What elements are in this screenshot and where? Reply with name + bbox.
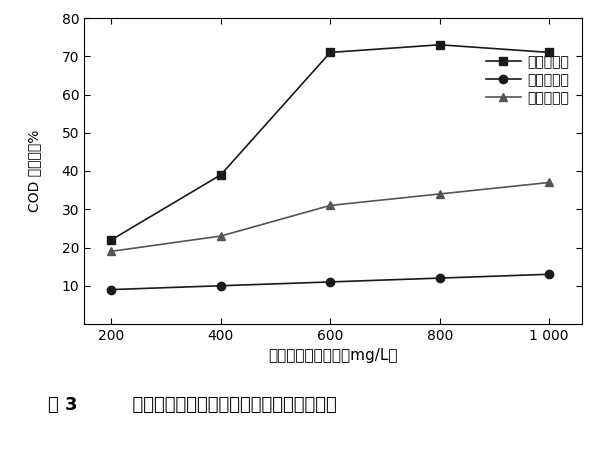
Line: 聚合氯化铝: 聚合氯化铝 bbox=[107, 270, 553, 294]
Legend: 聚合硫酸铁, 聚合氯化铝, 聚丙烯酰胺: 聚合硫酸铁, 聚合氯化铝, 聚丙烯酰胺 bbox=[481, 50, 575, 111]
聚丙烯酰胺 bbox=[326, 202, 334, 208]
聚合硫酸铁 bbox=[436, 42, 443, 47]
聚合硫酸铁 bbox=[326, 50, 334, 55]
Text: 聚合硫酸铁、聚合氯化铝、聚丙烯酰胺用量: 聚合硫酸铁、聚合氯化铝、聚丙烯酰胺用量 bbox=[120, 396, 337, 414]
Text: COD 去除率／%: COD 去除率／% bbox=[27, 130, 41, 212]
聚丙烯酰胺 bbox=[108, 248, 115, 254]
聚合氯化铝 bbox=[545, 271, 553, 277]
聚丙烯酰胺 bbox=[436, 191, 443, 197]
聚合氯化铝 bbox=[326, 279, 334, 284]
聚合氯化铝 bbox=[217, 283, 224, 288]
Text: 图 3: 图 3 bbox=[48, 396, 77, 414]
聚合硫酸铁 bbox=[108, 237, 115, 243]
聚丙烯酰胺 bbox=[545, 180, 553, 185]
X-axis label: 紮凝剂质量浓度／（mg/L）: 紮凝剂质量浓度／（mg/L） bbox=[268, 348, 398, 364]
聚合硫酸铁 bbox=[545, 50, 553, 55]
Line: 聚丙烯酰胺: 聚丙烯酰胺 bbox=[107, 178, 553, 256]
聚丙烯酰胺 bbox=[217, 233, 224, 238]
聚合氯化铝 bbox=[436, 275, 443, 281]
聚合硫酸铁 bbox=[217, 172, 224, 177]
聚合氯化铝 bbox=[108, 287, 115, 292]
Line: 聚合硫酸铁: 聚合硫酸铁 bbox=[107, 40, 553, 244]
